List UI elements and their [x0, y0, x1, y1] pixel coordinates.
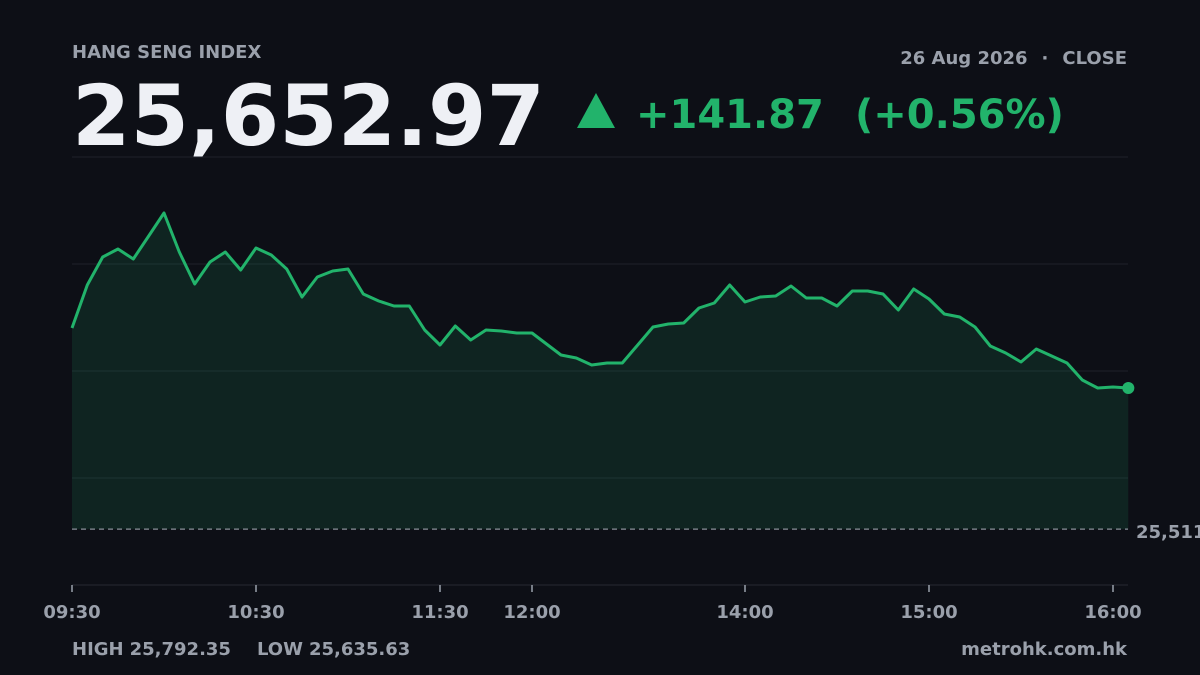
x-tick-label: 11:30	[411, 602, 468, 623]
x-tick-label: 10:30	[227, 602, 284, 623]
reference-label: 25,511.10	[1136, 522, 1200, 543]
index-title: HANG SENG INDEX	[72, 42, 261, 63]
x-tick-label: 14:00	[716, 602, 773, 623]
x-tick-label: 15:00	[900, 602, 957, 623]
x-tick-label: 12:00	[503, 602, 560, 623]
price-line	[70, 211, 1129, 390]
low-label: LOW	[257, 639, 303, 660]
session-date: 26 Aug 2026	[900, 48, 1027, 69]
plot: 25,511.10 09:30 10:30 11:30 12:00 14:00 15:00 1…	[43, 211, 1200, 623]
x-tick-label: 09:30	[43, 602, 100, 623]
separator: ·	[1042, 48, 1049, 69]
high-value: 25,792.35	[130, 639, 231, 660]
price-change: +141.87	[636, 92, 824, 138]
session-status: CLOSE	[1062, 48, 1127, 69]
x-tick-label: 16:00	[1084, 602, 1141, 623]
price: 25,652.97	[72, 67, 545, 165]
session-info: 26 Aug 2026 · CLOSE	[900, 48, 1127, 69]
source: metrohk.com.hk	[961, 639, 1128, 660]
day-range: HIGH 25,792.35 LOW 25,635.63	[72, 639, 410, 660]
low-value: 25,635.63	[309, 639, 410, 660]
last-point	[1122, 381, 1135, 394]
up-arrow	[577, 93, 615, 128]
high-label: HIGH	[72, 639, 124, 660]
price-change-percent: (+0.56%)	[855, 92, 1064, 138]
